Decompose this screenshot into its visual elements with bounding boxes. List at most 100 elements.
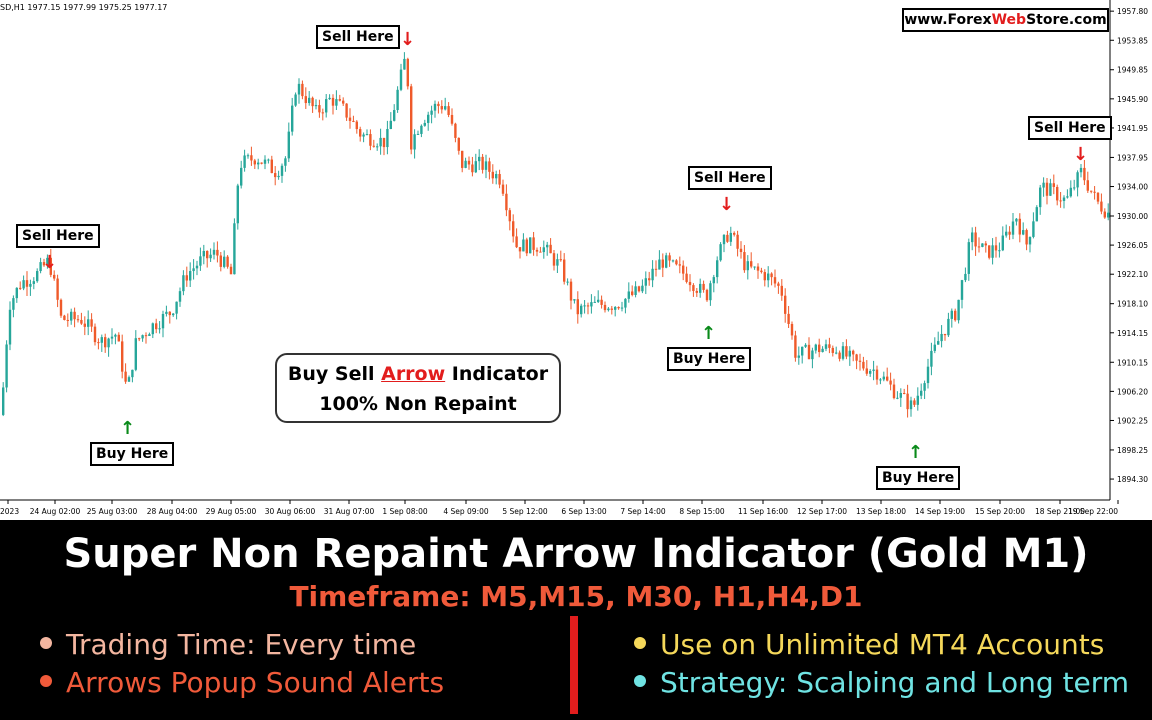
candle-body xyxy=(546,244,549,248)
chart-area: 1957.80 1953.85 1949.85 1945.90 1941.95 1937.… xyxy=(0,0,1152,520)
candle-body xyxy=(1100,201,1103,212)
candle-body xyxy=(559,259,562,261)
bullet-text: Arrows Popup Sound Alerts xyxy=(66,666,445,699)
candle-body xyxy=(304,96,307,104)
candle-body xyxy=(403,58,406,70)
candle-body xyxy=(416,133,420,135)
candle-body xyxy=(617,307,620,309)
candle-body xyxy=(413,134,416,150)
candle-body xyxy=(950,310,953,319)
indicator-title-line2: 100% Non Repaint xyxy=(319,393,517,415)
candle-body xyxy=(185,275,188,281)
timeframe-line: Timeframe: M5,M15, M30, H1,H4,D1 xyxy=(289,580,863,613)
sell-arrow-down-icon: ↓ xyxy=(400,29,416,50)
candle-body xyxy=(124,371,127,382)
candle-body xyxy=(954,310,957,321)
candle-body xyxy=(855,354,858,361)
candle-body xyxy=(661,259,664,268)
buy-arrow-up-icon: ↑ xyxy=(908,442,924,463)
bullet-dot-icon xyxy=(40,675,52,687)
candle-body xyxy=(838,352,841,359)
x-tick-label: 30 Aug 06:00 xyxy=(265,507,316,516)
candle-body xyxy=(117,334,120,342)
x-tick-label: 7 Sep 14:00 xyxy=(620,507,666,516)
candle-body xyxy=(457,137,460,151)
candle-body xyxy=(1008,231,1011,235)
bullet-left-1: Trading Time: Every time xyxy=(40,628,416,662)
candle-body xyxy=(641,285,644,292)
candle-body xyxy=(1059,200,1062,202)
candle-body xyxy=(940,333,943,342)
candle-body xyxy=(821,348,824,353)
candle-body xyxy=(603,304,607,311)
candle-body xyxy=(702,283,705,290)
y-tick-label: 1953.85 xyxy=(1117,36,1148,45)
candle-body xyxy=(882,376,885,380)
candle-body xyxy=(926,366,930,384)
candle-body xyxy=(1090,190,1093,192)
candle-body xyxy=(352,120,355,122)
candle-body xyxy=(994,245,998,251)
candle-body xyxy=(903,392,906,394)
candle-body xyxy=(100,337,103,343)
candle-body xyxy=(933,344,936,351)
candle-body xyxy=(654,268,658,270)
candle-body xyxy=(1073,187,1076,189)
candle-body xyxy=(573,299,576,301)
candle-body xyxy=(743,252,746,271)
candle-body xyxy=(576,299,579,315)
candle-body xyxy=(756,266,760,271)
y-tick-label: 1902.25 xyxy=(1117,416,1148,425)
candle-body xyxy=(590,302,593,307)
candle-body xyxy=(287,131,290,159)
candle-body xyxy=(763,272,766,281)
candle-body xyxy=(267,159,270,161)
candle-body xyxy=(291,105,294,132)
candle-body xyxy=(56,278,59,300)
candle-body xyxy=(848,350,851,357)
bullet-dot-icon xyxy=(634,675,646,687)
indicator-title-line1: Buy Sell Arrow Indicator xyxy=(277,359,559,389)
candle-body xyxy=(930,350,933,367)
candle-body xyxy=(311,97,314,107)
x-tick-label: 2023 xyxy=(0,507,19,516)
candle-body xyxy=(712,277,715,284)
candle-body xyxy=(379,137,382,147)
candle-body xyxy=(325,99,328,113)
candle-body xyxy=(974,232,977,247)
bullet-dot-icon xyxy=(40,637,52,649)
candle-body xyxy=(165,311,168,314)
candle-body xyxy=(294,94,297,106)
candle-body xyxy=(1022,230,1025,235)
candle-body xyxy=(920,390,923,396)
candle-body xyxy=(1093,191,1096,193)
candle-body xyxy=(83,323,86,327)
candle-body xyxy=(46,257,49,266)
x-tick-label: 15 Sep 20:00 xyxy=(975,507,1025,516)
candle-body xyxy=(49,257,52,275)
candle-body xyxy=(675,260,678,265)
candle-body xyxy=(631,291,634,295)
brand-prefix: www.Forex xyxy=(904,12,992,28)
candle-body xyxy=(753,266,756,268)
candle-body xyxy=(1001,235,1004,251)
candle-body xyxy=(121,341,124,372)
candle-body xyxy=(1107,212,1110,218)
candle-body xyxy=(63,315,66,320)
candle-body xyxy=(841,346,845,359)
y-tick-label: 1937.95 xyxy=(1117,153,1148,162)
indicator-title-box: Buy Sell Arrow Indicator 100% Non Repain… xyxy=(275,353,561,423)
y-tick-label: 1918.10 xyxy=(1117,300,1148,309)
sell-arrow-down-icon: ↓ xyxy=(719,194,735,215)
candle-body xyxy=(423,122,426,126)
candle-body xyxy=(328,97,331,100)
candle-body xyxy=(532,237,535,250)
bullet-dot-icon xyxy=(634,637,646,649)
candle-body xyxy=(583,305,586,307)
candle-body xyxy=(518,247,522,252)
candle-body xyxy=(784,295,787,314)
candle-body xyxy=(845,346,848,357)
candle-body xyxy=(297,83,301,95)
candle-body xyxy=(131,369,134,378)
candle-body xyxy=(512,221,515,237)
